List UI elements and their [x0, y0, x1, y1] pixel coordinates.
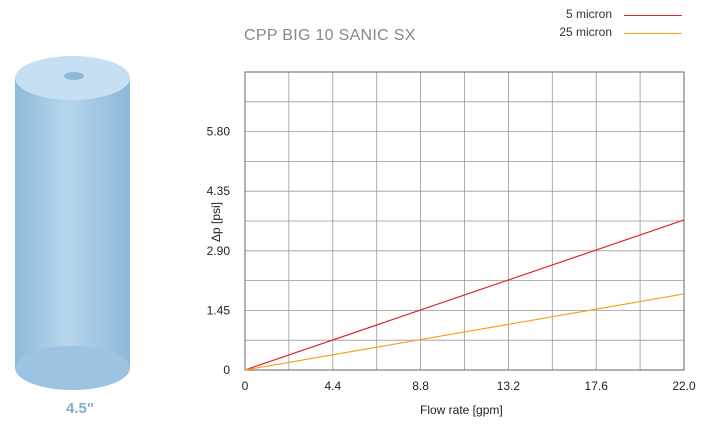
- y-tick-label: 5.80: [207, 125, 231, 139]
- legend-label: 25 micron: [559, 25, 612, 39]
- legend-swatch: [624, 33, 682, 34]
- cartridge-core-hole: [64, 72, 84, 80]
- legend-entry-25-micron: 25 micron: [520, 24, 690, 42]
- x-tick-label: 17.6: [585, 379, 609, 393]
- y-tick-label: 2.90: [207, 244, 231, 258]
- plot-frame: [244, 71, 685, 371]
- chart-legend: 5 micron 25 micron: [520, 6, 690, 42]
- series-line-5-micron: [244, 219, 685, 371]
- x-tick-label: 8.8: [412, 379, 429, 393]
- y-tick-label: 4.35: [207, 184, 231, 198]
- y-tick-label: 1.45: [207, 303, 231, 317]
- x-tick-label: 13.2: [497, 379, 521, 393]
- chart-title: CPP BIG 10 SANIC SX: [244, 27, 416, 44]
- x-axis-label: Flow rate [gpm]: [420, 403, 503, 417]
- x-tick-label: 22.0: [672, 379, 696, 393]
- x-tick-label: 0: [242, 379, 249, 393]
- y-tick-label: 0: [223, 363, 230, 377]
- cartridge-body: [15, 78, 130, 368]
- series-line-25-micron: [244, 293, 685, 371]
- legend-label: 5 micron: [565, 7, 612, 21]
- cartridge-bottom: [15, 346, 130, 390]
- legend-entry-5-micron: 5 micron: [520, 6, 690, 24]
- filter-cartridge-image: [15, 56, 130, 390]
- product-size-label: 4.5": [66, 400, 94, 417]
- legend-swatch: [624, 15, 682, 16]
- x-tick-label: 4.4: [324, 379, 341, 393]
